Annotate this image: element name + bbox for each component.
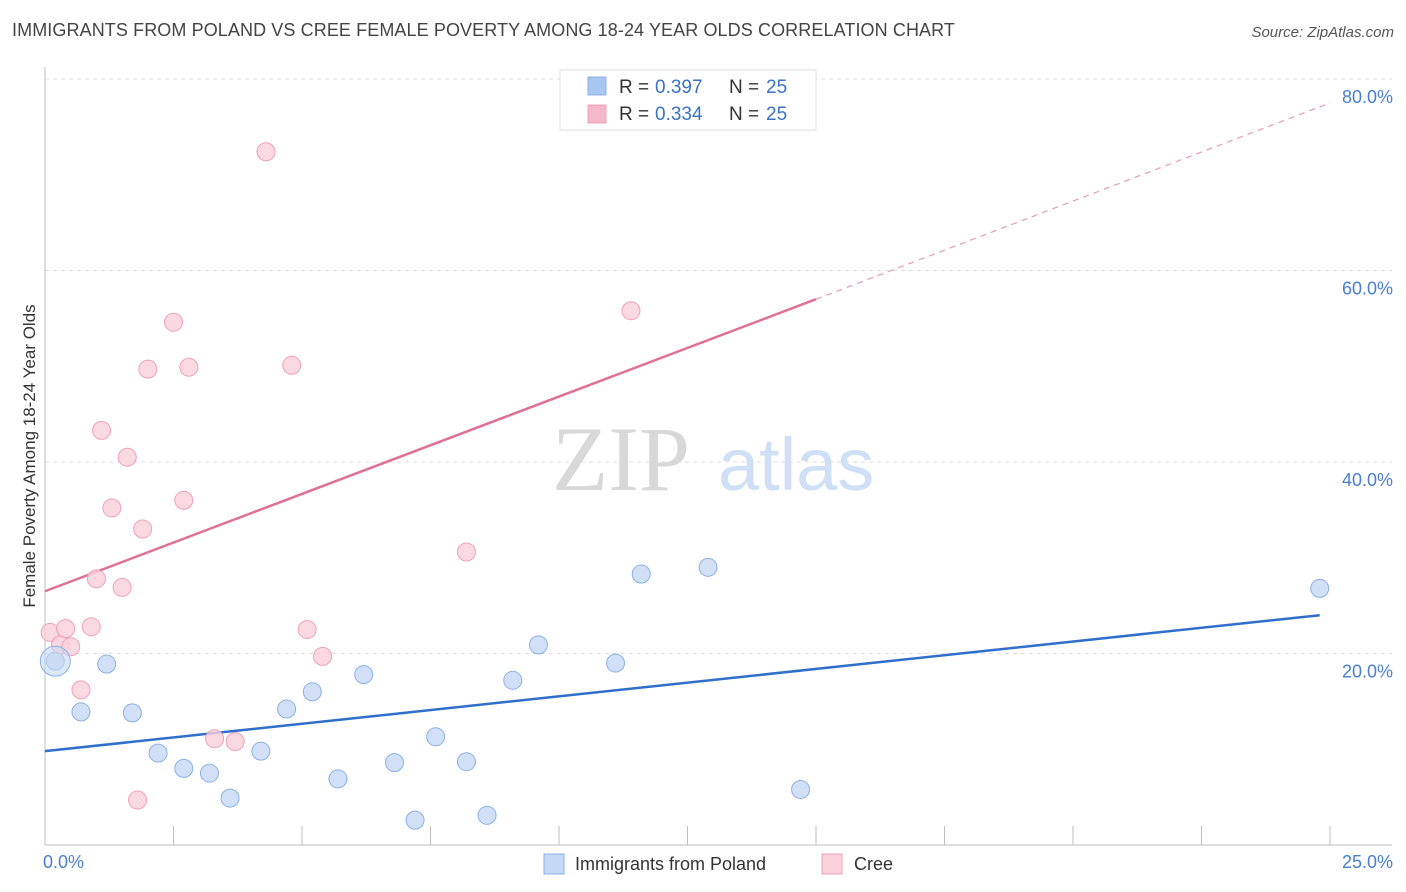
legend-swatch-poland xyxy=(587,76,607,96)
data-point xyxy=(698,557,718,577)
x-ticks xyxy=(44,826,1331,845)
data-point xyxy=(174,490,194,510)
data-point xyxy=(302,682,322,702)
trend-line-extension xyxy=(815,102,1331,300)
data-point xyxy=(328,769,348,789)
data-point-large xyxy=(39,645,71,677)
data-point xyxy=(112,577,132,597)
legend-r-value-cree: 0.334 xyxy=(655,104,703,125)
data-point xyxy=(71,680,91,700)
data-point xyxy=(102,498,122,518)
data-point xyxy=(621,301,641,321)
data-point xyxy=(313,646,333,666)
data-point xyxy=(528,635,548,655)
y-tick-labels: 20.0% 40.0% 60.0% 80.0% xyxy=(1342,87,1393,682)
y-tick-label: 60.0% xyxy=(1342,279,1393,299)
data-point xyxy=(81,617,101,637)
legend-n-value-cree: 25 xyxy=(766,104,787,125)
data-point xyxy=(174,758,194,778)
chart-title: IMMIGRANTS FROM POLAND VS CREE FEMALE PO… xyxy=(12,20,956,40)
chart-source: Source: ZipAtlas.com xyxy=(1251,24,1394,41)
data-point xyxy=(205,729,225,749)
legend-n-label-cree: N = xyxy=(729,104,759,125)
data-point xyxy=(56,619,76,639)
data-point xyxy=(282,355,302,375)
data-point xyxy=(199,763,219,783)
grid-lines xyxy=(45,78,1392,654)
data-point xyxy=(606,653,626,673)
data-point xyxy=(138,359,158,379)
stats-legend: R = 0.397 N = 25 R = 0.334 N = 25 xyxy=(559,69,817,131)
data-point xyxy=(405,810,425,830)
data-point xyxy=(297,620,317,640)
watermark-zip: ZIP xyxy=(552,408,690,510)
data-point xyxy=(97,654,117,674)
trend-line xyxy=(44,298,817,593)
y-axis-label: Female Poverty Among 18-24 Year Olds xyxy=(20,304,39,607)
data-point xyxy=(631,564,651,584)
data-point xyxy=(426,727,446,747)
data-point xyxy=(456,752,476,772)
data-point xyxy=(122,703,142,723)
watermark-atlas: atlas xyxy=(718,423,874,506)
data-point xyxy=(133,519,153,539)
y-tick-label: 80.0% xyxy=(1342,87,1393,107)
legend-n-label-poland: N = xyxy=(729,77,759,98)
y-tick-label: 40.0% xyxy=(1342,470,1393,490)
data-point xyxy=(92,420,112,440)
data-point xyxy=(791,779,811,799)
data-point xyxy=(148,743,168,763)
watermark: ZIP atlas xyxy=(552,408,874,510)
data-point xyxy=(225,732,245,752)
legend-r-label-poland: R = xyxy=(619,77,649,98)
x-tick-label-min: 0.0% xyxy=(43,852,84,872)
data-point xyxy=(1310,578,1330,598)
legend-r-label-cree: R = xyxy=(619,104,649,125)
legend-swatch-cree xyxy=(587,104,607,124)
legend-r-value-poland: 0.397 xyxy=(655,77,703,98)
data-point xyxy=(456,542,476,562)
data-point xyxy=(354,665,374,685)
trend-lines xyxy=(44,102,1331,753)
data-points xyxy=(39,142,1330,830)
trend-line xyxy=(44,613,1320,753)
data-point xyxy=(128,790,148,810)
bottom-legend-label-poland: Immigrants from Poland xyxy=(575,854,766,874)
bottom-legend-swatch-poland xyxy=(543,853,565,875)
data-point xyxy=(385,753,405,773)
data-point xyxy=(86,569,106,589)
y-tick-label: 20.0% xyxy=(1342,662,1393,682)
data-point xyxy=(179,357,199,377)
data-point xyxy=(256,142,276,162)
data-point xyxy=(220,788,240,808)
x-tick-label-max: 25.0% xyxy=(1342,852,1393,872)
data-point xyxy=(71,702,91,722)
data-point xyxy=(503,670,523,690)
bottom-legend-swatch-cree xyxy=(821,853,843,875)
data-point xyxy=(477,805,497,825)
bottom-legend: Immigrants from Poland Cree xyxy=(543,853,893,875)
data-point xyxy=(251,741,271,761)
bottom-legend-label-cree: Cree xyxy=(854,854,893,874)
data-point xyxy=(277,699,297,719)
data-point xyxy=(117,447,137,467)
legend-n-value-poland: 25 xyxy=(766,77,787,98)
data-point xyxy=(164,312,183,332)
